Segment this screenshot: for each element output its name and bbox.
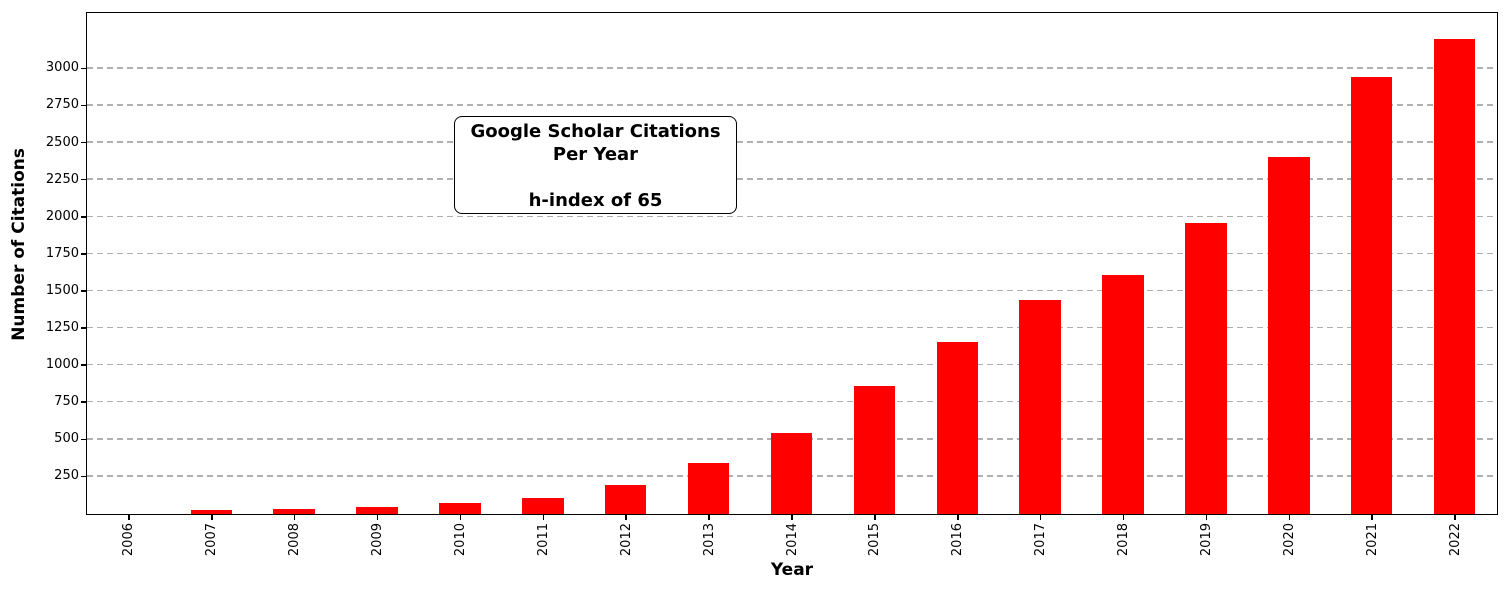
- bar-2021: [1350, 76, 1393, 514]
- x-tick-label-2021: 2021: [1364, 522, 1380, 556]
- x-tick-label-2006: 2006: [121, 522, 137, 556]
- y-tick-label-3000: 3000: [45, 60, 79, 76]
- y-tick-1250: [81, 327, 86, 329]
- y-tick-label-2750: 2750: [45, 97, 79, 113]
- x-tick-label-2016: 2016: [950, 522, 966, 556]
- gridline-2750: [87, 104, 1497, 106]
- x-tick-2007: [211, 514, 213, 520]
- x-tick-label-2011: 2011: [535, 522, 551, 556]
- y-tick-label-2250: 2250: [45, 171, 79, 187]
- y-tick-label-500: 500: [54, 431, 79, 447]
- x-tick-2010: [459, 514, 462, 520]
- x-tick-2013: [708, 514, 710, 520]
- bar-2018: [1102, 274, 1144, 514]
- y-tick-250: [81, 475, 86, 478]
- bar-2010: [439, 503, 481, 514]
- y-tick-3000: [81, 67, 86, 70]
- y-tick-2750: [81, 104, 86, 107]
- bar-2022: [1433, 39, 1476, 514]
- y-tick-label-1750: 1750: [45, 245, 79, 261]
- x-tick-2016: [957, 514, 959, 520]
- x-tick-label-2020: 2020: [1281, 522, 1297, 556]
- x-tick-label-2014: 2014: [784, 522, 800, 556]
- y-tick-1750: [81, 253, 86, 255]
- gridline-2500: [87, 141, 1497, 143]
- y-tick-1500: [81, 290, 86, 292]
- gridline-2250: [87, 178, 1497, 180]
- x-tick-2014: [791, 514, 793, 520]
- x-tick-label-2009: 2009: [370, 522, 386, 556]
- y-tick-1000: [81, 364, 86, 366]
- x-tick-label-2015: 2015: [867, 522, 883, 556]
- annotation-line-2: Per Year: [552, 144, 639, 165]
- gridline-1750: [87, 252, 1497, 255]
- gridline-1250: [87, 326, 1497, 329]
- x-tick-label-2018: 2018: [1116, 522, 1132, 556]
- x-tick-2012: [625, 514, 627, 520]
- gridline-1000: [87, 363, 1497, 366]
- x-tick-label-2017: 2017: [1033, 522, 1049, 556]
- plot-area: Google Scholar Citations Per Year h-index …: [86, 12, 1498, 515]
- y-tick-750: [81, 401, 86, 403]
- x-tick-2015: [874, 514, 876, 520]
- bar-2015: [853, 386, 896, 514]
- y-tick-label-1250: 1250: [45, 320, 79, 336]
- gridline-2000: [87, 215, 1497, 217]
- y-tick-label-250: 250: [54, 468, 79, 484]
- bar-2011: [522, 498, 564, 514]
- bar-2019: [1185, 223, 1227, 514]
- bar-2017: [1019, 300, 1061, 514]
- x-axis-label: Year: [770, 560, 814, 580]
- gridline-1500: [87, 289, 1497, 292]
- y-tick-2250: [81, 178, 86, 181]
- bar-2008: [273, 508, 315, 514]
- x-tick-label-2010: 2010: [452, 522, 468, 556]
- bar-2012: [605, 485, 647, 514]
- bar-2014: [770, 432, 813, 514]
- x-tick-2018: [1122, 514, 1125, 520]
- x-tick-label-2022: 2022: [1447, 522, 1463, 556]
- annotation-line-4: h-index of 65: [528, 190, 663, 211]
- x-tick-2022: [1454, 514, 1456, 520]
- y-tick-label-2500: 2500: [45, 134, 79, 150]
- x-tick-label-2019: 2019: [1198, 522, 1214, 556]
- y-tick-label-750: 750: [54, 394, 79, 410]
- bar-2013: [687, 463, 730, 514]
- y-tick-500: [81, 438, 86, 441]
- x-tick-2021: [1371, 514, 1373, 520]
- x-tick-label-2008: 2008: [287, 522, 303, 556]
- bar-2020: [1268, 156, 1310, 514]
- x-tick-2017: [1039, 514, 1042, 520]
- annotation-line-3: [455, 166, 736, 189]
- bar-2009: [356, 506, 398, 514]
- x-tick-2020: [1288, 514, 1291, 520]
- annotation-line-1: Google Scholar Citations: [470, 121, 721, 142]
- gridline-3000: [87, 67, 1497, 69]
- gridline-750: [87, 400, 1497, 403]
- x-tick-label-2013: 2013: [701, 522, 717, 556]
- x-tick-2006: [128, 514, 130, 520]
- bar-2016: [936, 341, 978, 514]
- y-tick-label-1000: 1000: [45, 357, 79, 373]
- x-tick-2019: [1205, 514, 1208, 520]
- annotation-box: Google Scholar Citations Per Year h-index …: [454, 116, 737, 214]
- x-tick-label-2012: 2012: [618, 522, 634, 556]
- x-tick-2011: [542, 514, 545, 520]
- y-tick-2500: [81, 141, 86, 144]
- y-tick-2000: [81, 216, 86, 218]
- x-tick-2008: [293, 514, 296, 520]
- x-tick-2009: [376, 514, 379, 520]
- y-tick-label-2000: 2000: [45, 208, 79, 224]
- bar-2007: [190, 509, 233, 514]
- x-tick-label-2007: 2007: [204, 522, 220, 556]
- y-tick-label-1500: 1500: [45, 282, 79, 298]
